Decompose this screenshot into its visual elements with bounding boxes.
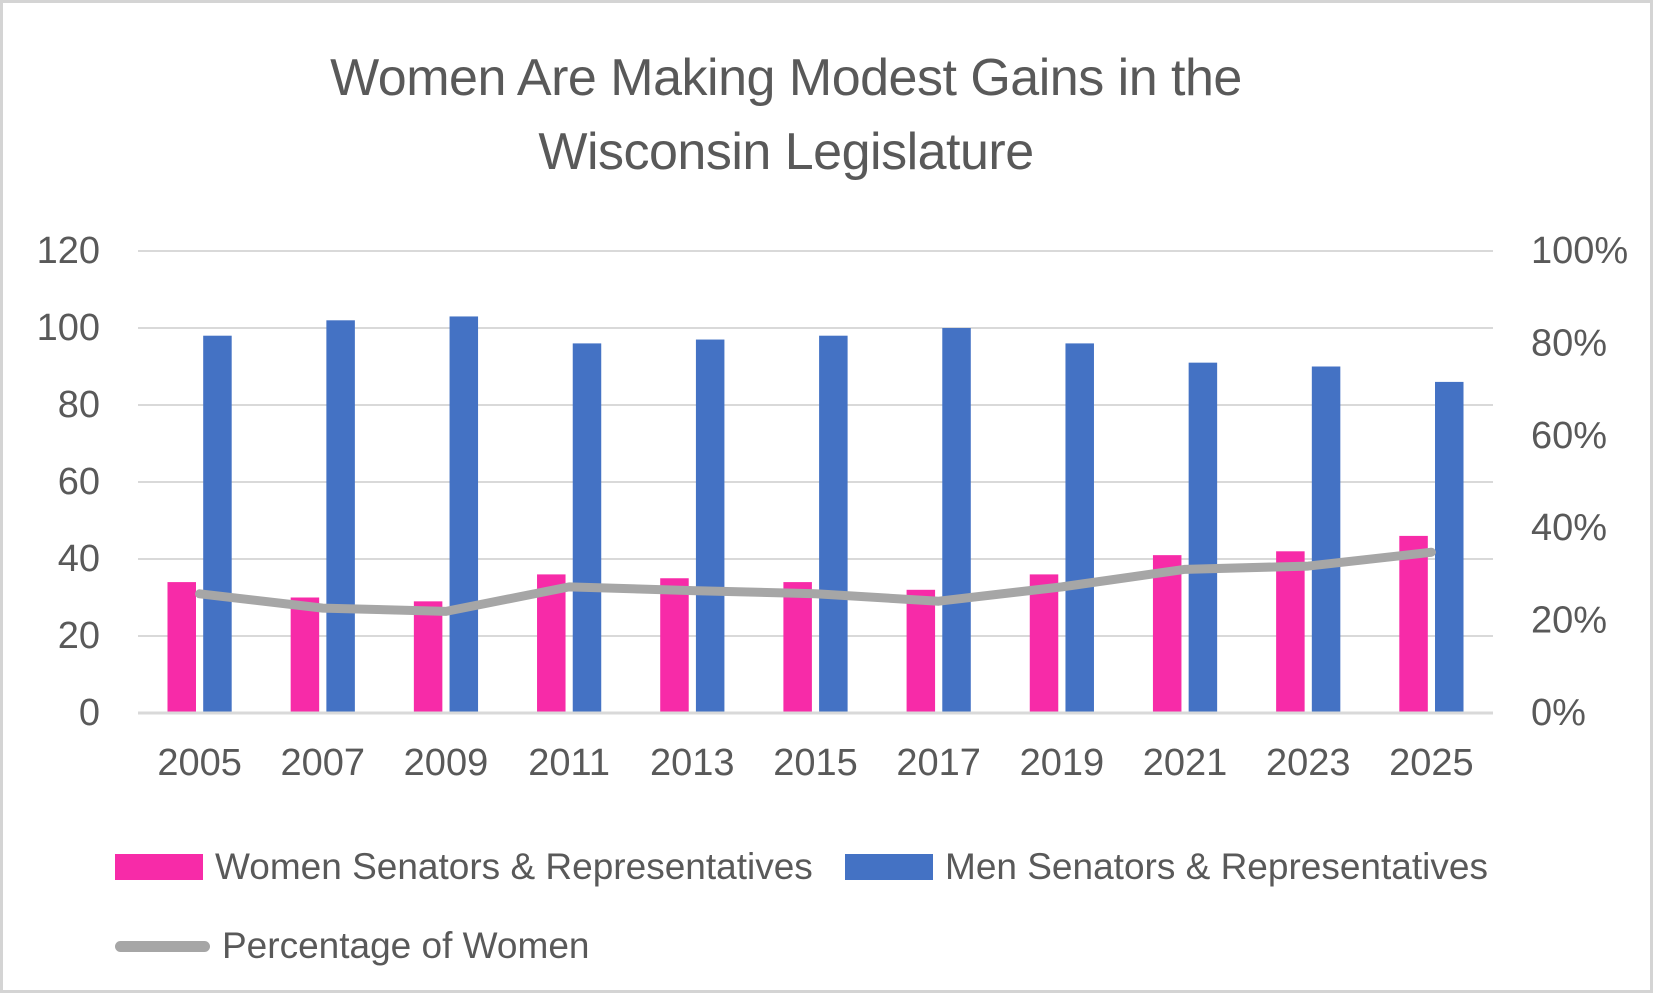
bar-men-2025 [1435, 381, 1464, 713]
bar-men-2019 [1065, 343, 1094, 713]
bar-women-2013 [660, 578, 689, 713]
x-axis-label-2017: 2017 [896, 742, 981, 784]
chart-title-line-2: Wisconsin Legislature [538, 123, 1034, 181]
bar-women-2007 [290, 597, 320, 713]
right-axis-tick-40%: 40% [1531, 507, 1607, 549]
chart-title-line-1: Women Are Making Modest Gains in the [330, 49, 1242, 107]
bar-women-2019 [1029, 574, 1059, 713]
x-axis-label-2009: 2009 [404, 742, 489, 784]
chart-title: Women Are Making Modest Gains in the Wis… [3, 41, 1569, 189]
left-axis-tick-100: 100 [37, 307, 100, 349]
right-axis-tick-100%: 100% [1531, 230, 1628, 272]
right-axis-tick-20%: 20% [1531, 600, 1607, 642]
bar-women-2015 [783, 582, 812, 713]
x-axis-label-2013: 2013 [650, 742, 735, 784]
bar-men-2017 [942, 328, 971, 713]
percentage-of-women-line [195, 547, 1436, 616]
x-axis-label-2007: 2007 [280, 742, 365, 784]
bar-men-2009 [449, 316, 479, 713]
bar-men-2007 [326, 320, 355, 713]
legend-label-women: Women Senators & Representatives [215, 846, 813, 887]
bar-women-2005 [167, 582, 196, 713]
x-axis-label-2019: 2019 [1020, 742, 1105, 784]
bar-men-2005 [203, 335, 232, 713]
left-axis-tick-40: 40 [58, 538, 100, 580]
left-axis-tick-60: 60 [58, 461, 100, 503]
bar-men-2021 [1188, 362, 1218, 713]
x-axis-label-2015: 2015 [773, 742, 858, 784]
x-axis-label-2025: 2025 [1389, 742, 1474, 784]
right-axis-tick-80%: 80% [1531, 322, 1607, 364]
bar-women-2021 [1152, 555, 1182, 713]
bar-women-2025 [1399, 535, 1428, 713]
bar-men-2011 [572, 343, 602, 713]
chart-plot-area: 0 20 40 60 80 100 120 0% 20% 40% 60% 80% 100% 2005 200… [37, 230, 1629, 784]
bar-women-2017 [906, 589, 936, 713]
bar-men-2013 [695, 339, 725, 713]
bar-men-2015 [819, 335, 848, 713]
x-axis-label-2005: 2005 [157, 742, 242, 784]
bar-women-2023 [1276, 551, 1305, 713]
x-axis-label-2021: 2021 [1143, 742, 1228, 784]
left-axis-tick-20: 20 [58, 615, 100, 657]
legend-item-women: Women Senators & Representatives [115, 846, 813, 888]
bar-women-2009 [413, 601, 443, 713]
left-axis-tick-120: 120 [37, 230, 100, 272]
legend-label-percentage: Percentage of Women [222, 925, 590, 966]
bar-women-2011 [537, 574, 566, 713]
x-axis-label-2011: 2011 [528, 742, 610, 784]
left-axis-tick-80: 80 [58, 384, 100, 426]
legend-swatch-men [845, 854, 933, 880]
right-axis-tick-60%: 60% [1531, 415, 1607, 457]
legend-label-men: Men Senators & Representatives [945, 846, 1488, 887]
right-axis-tick-0%: 0% [1531, 692, 1586, 734]
legend-item-percentage: Percentage of Women [115, 925, 589, 967]
legend-item-men: Men Senators & Representatives [845, 846, 1488, 888]
legend-swatch-women [115, 854, 203, 880]
bar-men-2023 [1311, 366, 1341, 713]
legend-swatch-percentage-line [115, 940, 210, 952]
left-axis-tick-0: 0 [79, 692, 100, 734]
x-axis-label-2023: 2023 [1266, 742, 1351, 784]
